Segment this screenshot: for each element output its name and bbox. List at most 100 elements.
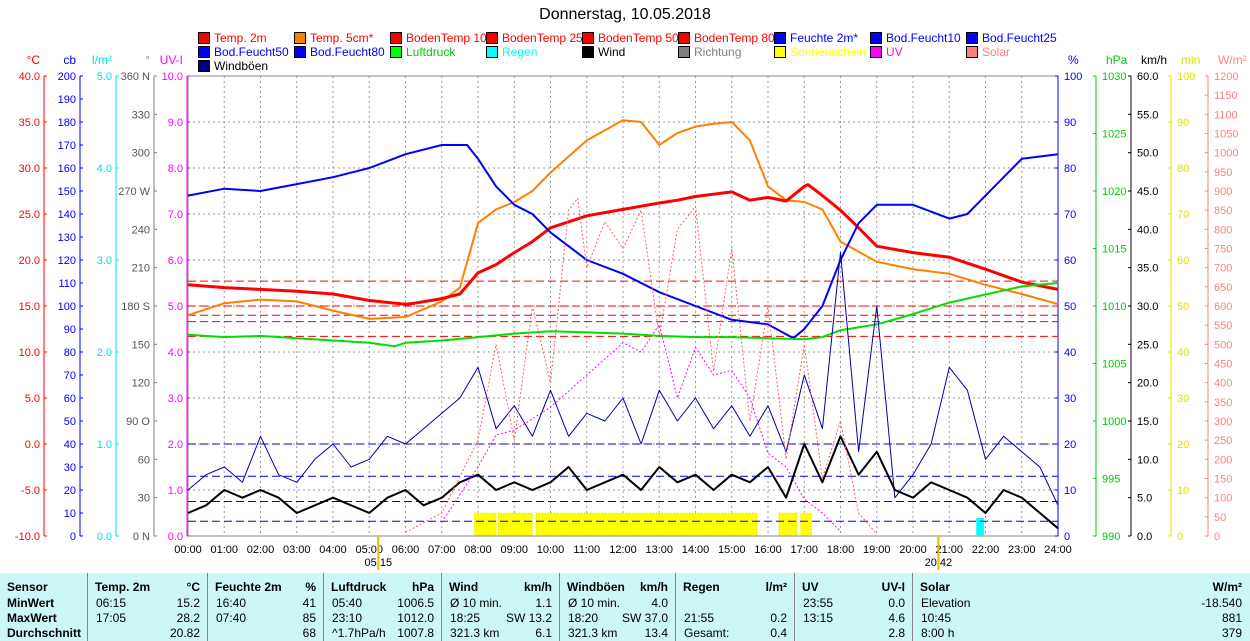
axis-tick-label-solar: 0	[1214, 531, 1220, 543]
table-cell: 17:05	[96, 611, 127, 625]
x-tick-label: 01:00	[210, 544, 238, 556]
axis-unit-wind: km/h	[1141, 53, 1167, 67]
axis-tick-label-temp: 10.0	[19, 347, 40, 359]
axis-tick-label-temp: -5.0	[21, 485, 40, 497]
series-uv	[441, 323, 841, 532]
sunshine-bar	[497, 512, 533, 536]
legend-item: Solar	[966, 45, 1010, 59]
axis-tick-label-solar: 1000	[1214, 148, 1238, 160]
axis-tick-label-hum: 40	[1064, 347, 1076, 359]
x-tick-label: 17:00	[790, 544, 818, 556]
table-cell: 21:55	[684, 611, 715, 625]
axis-tick-label-sun: 70	[1177, 209, 1189, 221]
legend-label: Bod.Feucht80	[310, 45, 385, 59]
table-cell-value: 2.8	[888, 626, 905, 640]
axis-tick-label-solar: 150	[1214, 474, 1232, 486]
x-tick-label: 07:00	[428, 544, 456, 556]
axis-tick-label-press: 995	[1102, 474, 1120, 486]
table-header: Sensor	[7, 580, 48, 594]
x-tick-label: 24:00	[1044, 544, 1072, 556]
legend-label: Bod.Feucht50	[214, 45, 289, 59]
axis-unit-press: hPa	[1106, 53, 1128, 67]
legend-label: Solar	[982, 45, 1011, 59]
table-cell: 18:20	[568, 611, 599, 625]
axis-unit-uvi: UV-I	[160, 53, 183, 67]
axis-tick-label-cb: 40	[64, 439, 76, 451]
legend-label: Temp. 5cm*	[310, 31, 374, 45]
axis-tick-label-temp: 40.0	[19, 71, 40, 83]
table-cell: 321.3 km	[450, 626, 500, 640]
axis-tick-label-temp: 0.0	[25, 439, 40, 451]
axis-tick-label-press: 1030	[1102, 71, 1126, 83]
axis-tick-label-solar: 250	[1214, 435, 1232, 447]
axis-tick-label-solar: 350	[1214, 397, 1232, 409]
legend-item: Temp. 5cm*	[294, 31, 373, 45]
legend-item: Bod.Feucht80	[294, 45, 385, 59]
axis-tick-label-uvi: 8.0	[168, 163, 183, 175]
legend-label: Windböen	[214, 59, 269, 73]
table-row-label: Durchschnitt	[7, 626, 82, 640]
axis-tick-label-cb: 70	[64, 370, 76, 382]
table-cell-value: 68	[302, 626, 316, 640]
axis-tick-label-hum: 50	[1064, 301, 1076, 313]
axis-tick-label-temp: 30.0	[19, 163, 40, 175]
rain-bar	[976, 518, 981, 536]
table-column	[208, 573, 324, 641]
axis-unit-dir: °	[145, 53, 150, 67]
axis-tick-label-sun: 10	[1177, 485, 1189, 497]
legend-swatch	[774, 46, 786, 58]
table-cell-value: SW 37.0	[621, 611, 668, 625]
table-cell-value: 6.1	[535, 626, 552, 640]
x-tick-label: 18:00	[827, 544, 855, 556]
axis-tick-label-solar: 300	[1214, 416, 1232, 428]
axis-tick-label-cb: 10	[64, 508, 76, 520]
axis-unit-hum: %	[1068, 53, 1079, 67]
legend-swatch	[870, 32, 882, 44]
axis-tick-label-temp: 20.0	[19, 255, 40, 267]
series-luftdruck	[187, 282, 1059, 348]
series-feuchte-2m-	[187, 144, 1059, 340]
legend-label: BodenTemp 10	[406, 31, 487, 45]
legend-label: Bod.Feucht10	[886, 31, 961, 45]
legend-label: Richtung	[694, 45, 742, 59]
x-tick-label: 20:00	[899, 544, 927, 556]
x-tick-label: 06:00	[392, 544, 420, 556]
axis-tick-label-temp: 15.0	[19, 301, 40, 313]
x-tick-label: 04:00	[319, 544, 347, 556]
legend-item: BodenTemp 25	[486, 31, 583, 45]
axis-tick-label-rain: 3.0	[97, 255, 112, 267]
axis-tick-label-dir: 90 O	[126, 416, 150, 428]
axis-tick-label-hum: 0	[1064, 531, 1070, 543]
axis-tick-label-press: 1000	[1102, 416, 1126, 428]
table-cell-value: 4.6	[888, 611, 905, 625]
axis-tick-label-solar: 500	[1214, 339, 1232, 351]
axis-tick-label-uvi: 7.0	[168, 209, 183, 221]
axis-tick-label-solar: 850	[1214, 205, 1232, 217]
x-tick-label: 19:00	[863, 544, 891, 556]
table-header-unit: W/m²	[1212, 580, 1242, 594]
axis-tick-label-dir: 270 W	[118, 186, 150, 198]
axis-tick-label-solar: 1150	[1214, 90, 1238, 102]
axis-tick-label-cb: 30	[64, 462, 76, 474]
legend-swatch	[678, 46, 690, 58]
axis-tick-label-wind: 60.0	[1137, 71, 1158, 83]
axis-tick-label-cb: 0	[70, 531, 76, 543]
axis-tick-label-solar: 200	[1214, 454, 1232, 466]
axis-tick-label-uvi: 10.0	[162, 71, 183, 83]
axis-tick-label-cb: 100	[58, 301, 76, 313]
axis-tick-label-cb: 130	[58, 232, 76, 244]
axis-tick-label-cb: 90	[64, 324, 76, 336]
table-column	[442, 573, 560, 641]
axis-tick-label-uvi: 3.0	[168, 393, 183, 405]
axis-tick-label-sun: 30	[1177, 393, 1189, 405]
table-header: Temp. 2m	[95, 580, 151, 594]
legend-label: BodenTemp 25	[502, 31, 583, 45]
axis-tick-label-solar: 400	[1214, 378, 1232, 390]
table-cell: 18:25	[450, 611, 481, 625]
sunshine-bar	[535, 512, 758, 536]
axis-tick-label-rain: 1.0	[97, 439, 112, 451]
legend-item: Feuchte 2m*	[774, 31, 858, 45]
legend-swatch	[486, 46, 498, 58]
axis-tick-label-dir: 360 N	[121, 71, 150, 83]
table-column	[88, 573, 208, 641]
